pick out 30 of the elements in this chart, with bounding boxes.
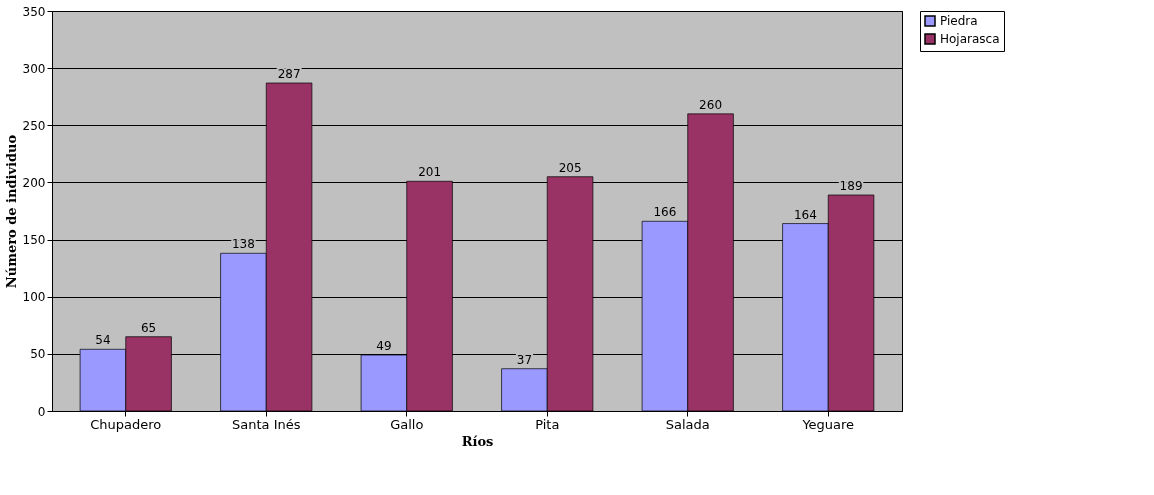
data-label: 166 xyxy=(653,205,677,220)
data-label: 189 xyxy=(839,179,863,193)
x-tick-label: Yeguare xyxy=(801,416,855,432)
data-label: 37 xyxy=(516,352,533,367)
x-tick-label: Chupadero xyxy=(90,416,162,432)
data-label: 138 xyxy=(231,237,255,252)
x-tick-label: Salada xyxy=(665,416,710,432)
y-tick-label: 100 xyxy=(22,290,46,305)
y-axis-title: Número de individuo xyxy=(3,134,19,289)
y-tick-label: 50 xyxy=(30,347,46,362)
y-tick-label: 150 xyxy=(22,233,46,248)
y-tick-label: 300 xyxy=(22,61,46,76)
data-label: 54 xyxy=(95,333,111,348)
data-label: 49 xyxy=(376,339,392,353)
x-tick-label: Gallo xyxy=(390,416,424,432)
data-label: 164 xyxy=(793,207,817,222)
legend-label: Hojarasca xyxy=(940,32,1000,46)
x-axis-title: Ríos xyxy=(461,433,494,449)
data-label: 65 xyxy=(140,320,157,335)
data-label: 201 xyxy=(418,165,442,180)
data-label: 260 xyxy=(699,97,723,112)
legend-label: Piedra xyxy=(940,14,978,28)
x-tick-label: Santa Inés xyxy=(232,416,301,432)
y-tick-label: 200 xyxy=(22,175,46,190)
data-label: 287 xyxy=(277,67,301,81)
data-label: 205 xyxy=(558,160,582,175)
y-tick-label: 250 xyxy=(22,118,46,133)
y-tick-label: 0 xyxy=(37,404,46,419)
y-tick-label: 350 xyxy=(22,4,46,19)
x-tick-label: Pita xyxy=(535,416,560,432)
